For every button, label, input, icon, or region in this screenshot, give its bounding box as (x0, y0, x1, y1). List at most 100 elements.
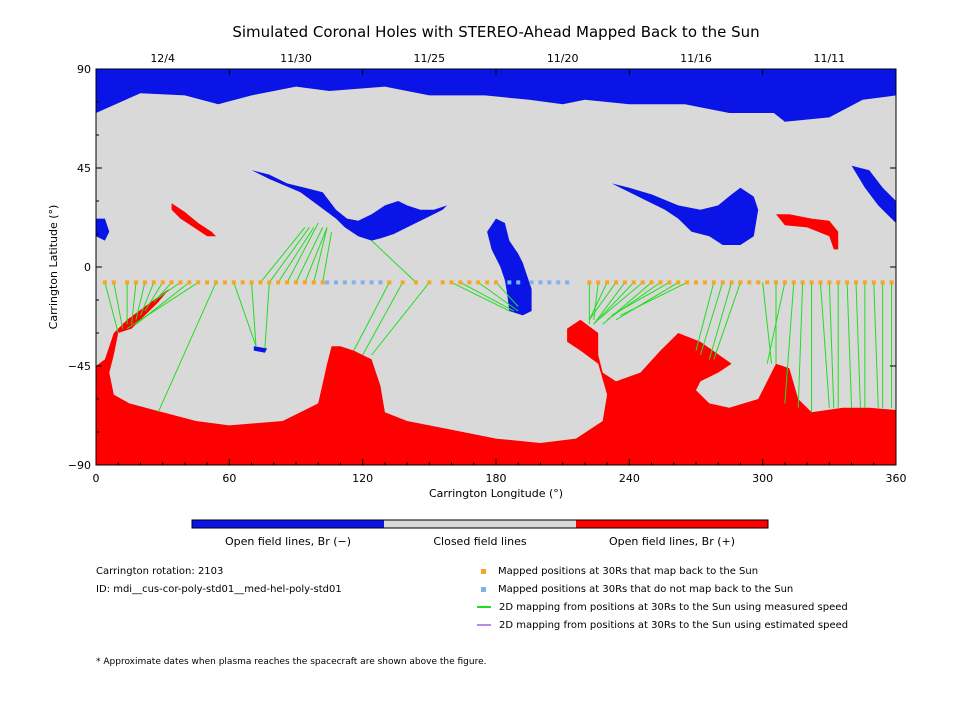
mapped-point (720, 280, 725, 285)
mapping-line (593, 282, 599, 320)
mapping-line (144, 282, 164, 312)
mapped-point (205, 280, 210, 285)
mapped-point (854, 280, 858, 285)
mapping-line (873, 282, 879, 408)
x-tick-label: 360 (886, 472, 907, 485)
mapping-line (251, 282, 257, 347)
mapping-line (784, 282, 795, 404)
x-tick-label: 120 (352, 472, 373, 485)
mapped-point (458, 280, 463, 285)
top-date-labels: 12/4 11/30 11/25 11/20 11/16 11/11 (150, 52, 845, 65)
mapped-point (267, 280, 272, 285)
mapping-line (615, 281, 679, 321)
legend-line-marker (477, 624, 491, 626)
mapped-point (400, 280, 405, 285)
mapping-line (460, 281, 515, 312)
y-tick-label: 0 (84, 261, 91, 274)
mapped-point (311, 280, 316, 285)
negative-hole-eastern-blob (611, 183, 759, 245)
negative-hole-equatorial-tongue (487, 218, 532, 316)
mapped-point (249, 280, 254, 285)
mapping-line (855, 282, 861, 408)
mapped-point (622, 280, 627, 285)
mapping-line (286, 222, 319, 283)
mapped-point (614, 280, 618, 285)
mapping-line (126, 281, 199, 330)
mapped-point (685, 280, 690, 285)
mapping-line (371, 240, 417, 283)
y-axis-label: Carrington Latitude (°) (47, 205, 60, 330)
mapping-line (819, 282, 830, 408)
chart-title: Simulated Coronal Holes with STEREO-Ahea… (232, 23, 759, 41)
mapped-point (800, 280, 805, 285)
mapping-line (695, 282, 715, 351)
mapping-line (295, 227, 324, 283)
unmapped-point (547, 280, 552, 285)
mapping-line (260, 227, 306, 283)
mapping-line (828, 282, 835, 408)
mapping-line (606, 281, 661, 321)
legend-line-marker (477, 606, 491, 608)
legend-square-marker (481, 568, 486, 574)
mapped-point (738, 280, 743, 285)
top-date-label: 12/4 (150, 52, 175, 65)
mapping-line (708, 282, 733, 360)
y-tick-label: 90 (77, 63, 91, 76)
positive-hole-northern-spot-B (776, 214, 839, 250)
model-id: ID: mdi__cus-cor-poly-std01__med-hel-pol… (96, 584, 342, 595)
legend-item: 2D mapping from positions at 30Rs to the… (477, 602, 848, 613)
mapped-point (231, 280, 236, 285)
legend-item: Mapped positions at 30Rs that do not map… (477, 584, 793, 595)
mapped-point (240, 280, 245, 285)
mapped-point (809, 280, 814, 285)
top-date-label: 11/30 (280, 52, 312, 65)
colorbar-frame (191, 519, 769, 529)
mapped-point (782, 280, 787, 285)
legend-item: Mapped positions at 30Rs that map back t… (477, 566, 758, 577)
mapped-point (276, 280, 281, 285)
mapped-point (111, 280, 116, 285)
mapped-point (836, 280, 841, 285)
x-tick-label: 300 (752, 472, 773, 485)
mapped-point (302, 280, 307, 285)
mapped-point (387, 280, 392, 285)
negative-hole-north-polar-hole (96, 69, 896, 122)
x-tick-label: 0 (93, 472, 100, 485)
top-date-label: 11/16 (680, 52, 712, 65)
mapping-line (153, 282, 172, 303)
legend-label: 2D mapping from positions at 30Rs to the… (499, 620, 849, 631)
mapped-point (676, 280, 681, 285)
colorbar-segment (576, 520, 768, 528)
x-tick-label: 60 (222, 472, 236, 485)
mapping-line (304, 227, 328, 283)
unmapped-point (325, 280, 330, 285)
unmapped-point (529, 280, 534, 285)
mapped-point (449, 280, 454, 285)
mapping-line (104, 282, 119, 334)
y-tick-label: −45 (68, 360, 91, 373)
unmapped-point (360, 280, 365, 285)
mapping-line (451, 281, 510, 312)
top-date-label: 11/20 (547, 52, 579, 65)
unmapped-point (378, 280, 383, 285)
negative-hole-left-edge (96, 218, 110, 241)
mapping-line (264, 282, 270, 349)
mapped-point (756, 280, 761, 285)
mapped-point (414, 280, 418, 285)
mapping-line (611, 281, 670, 316)
mapping-line (766, 282, 786, 364)
mapped-point (667, 280, 672, 285)
colorbar-label: Open field lines, Br (−) (225, 535, 351, 548)
mapped-point (320, 280, 325, 285)
mapped-point (862, 280, 867, 285)
footnote: * Approximate dates when plasma reaches … (96, 657, 487, 667)
mapped-point (694, 280, 698, 285)
legend-label: Mapped positions at 30Rs that map back t… (498, 566, 759, 577)
mapped-point (765, 280, 770, 285)
unmapped-point (334, 280, 338, 285)
mapping-line (597, 282, 643, 321)
negative-hole-far-east (851, 165, 896, 223)
mapped-point (467, 280, 472, 285)
mapping-line (477, 281, 519, 312)
